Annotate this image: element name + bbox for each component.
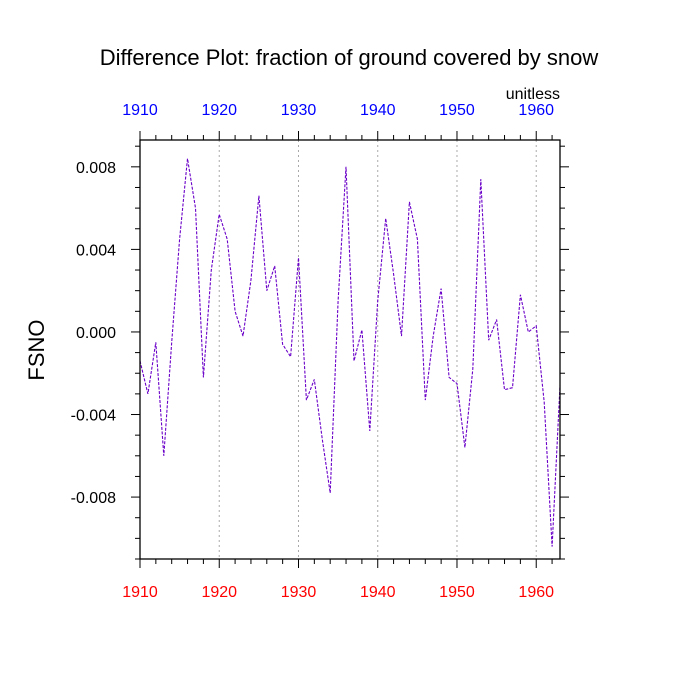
x-tick-label-top-1910: 1910 — [122, 102, 158, 119]
y-tick-label-1: 0.004 — [76, 242, 116, 259]
series-layer — [139, 158, 561, 547]
series-line-0 — [139, 158, 561, 547]
x-tick-label-bottom-1950: 1950 — [439, 584, 475, 601]
x-tick-label-top-1950: 1950 — [439, 102, 475, 119]
tick-labels: 0.008 0.004 0.000 -0.004 -0.008 1910 1910 1920 1… — [71, 102, 554, 601]
chart-title: Difference Plot: fraction of ground cove… — [100, 45, 599, 70]
x-tick-label-top-1960: 1960 — [518, 102, 554, 119]
x-tick-label-top-1940: 1940 — [360, 102, 396, 119]
y-tick-label-3: -0.004 — [71, 408, 116, 425]
y-tick-label-0: 0.008 — [76, 160, 116, 177]
units-label: unitless — [506, 86, 560, 103]
x-tick-label-bottom-1940: 1940 — [360, 584, 396, 601]
x-tick-label-bottom-1920: 1920 — [201, 584, 237, 601]
x-tick-label-top-1920: 1920 — [201, 102, 237, 119]
y-axis-label: FSNO — [24, 319, 49, 380]
plot-frame — [139, 139, 561, 560]
grid-lines — [218, 140, 537, 559]
x-tick-label-bottom-1930: 1930 — [281, 584, 317, 601]
axes — [131, 131, 569, 568]
x-tick-label-bottom-1910: 1910 — [122, 584, 158, 601]
x-tick-label-bottom-1960: 1960 — [518, 584, 554, 601]
y-tick-label-2: 0.000 — [76, 325, 116, 342]
x-tick-label-top-1930: 1930 — [281, 102, 317, 119]
y-tick-label-4: -0.008 — [71, 490, 116, 507]
